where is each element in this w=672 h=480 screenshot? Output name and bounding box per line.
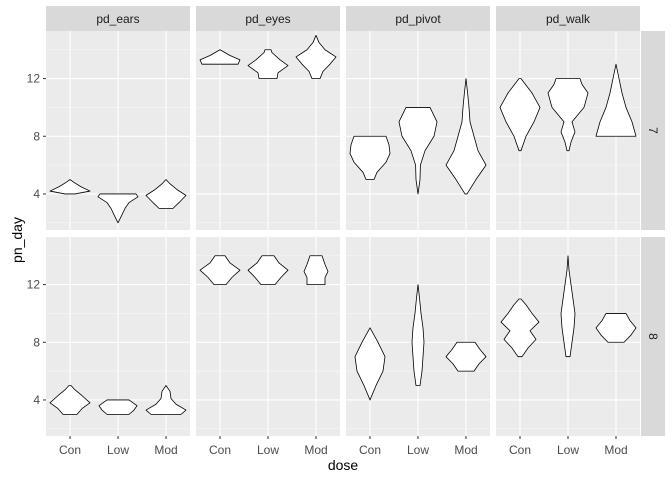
violin-pd_ears-8-Con bbox=[49, 385, 91, 415]
x-tick-label: Con bbox=[509, 443, 531, 457]
violin-pd_pivot-7-Low bbox=[398, 107, 438, 195]
y-tick-label: 4 bbox=[33, 187, 40, 201]
violin-pd_walk-8-Low bbox=[560, 255, 576, 358]
strip-top-pd_eyes bbox=[196, 6, 340, 31]
violin-pd_eyes-8-Low bbox=[247, 255, 289, 285]
violin-pd_pivot-8-Mod bbox=[445, 341, 487, 372]
panels-layer bbox=[46, 31, 640, 436]
strip-label-pd_walk: pd_walk bbox=[546, 12, 591, 26]
x-tick-label: Mod bbox=[304, 443, 327, 457]
violin-pd_ears-7-Con bbox=[49, 179, 91, 195]
x-tick-label: Low bbox=[257, 443, 279, 457]
x-tick-label: Low bbox=[407, 443, 429, 457]
y-axis-title: pn_day bbox=[9, 217, 25, 263]
violin-pd_walk-7-Con bbox=[499, 78, 541, 152]
violin-pd_pivot-7-Con bbox=[349, 135, 391, 180]
x-tick-label: Low bbox=[107, 443, 129, 457]
violin-pd_pivot-7-Mod bbox=[445, 78, 487, 195]
violin-pd_ears-7-Low bbox=[97, 193, 139, 224]
x-tick-label: Mod bbox=[604, 443, 627, 457]
strip-right-7 bbox=[641, 31, 665, 230]
x-axis-title: dose bbox=[328, 457, 359, 473]
violin-pd_walk-8-Con bbox=[500, 298, 540, 358]
x-tick-label: Con bbox=[209, 443, 231, 457]
axes-layer: 4 8 12 4 8 12 Con Low Mod Con Low Mod Con Low Mod Con Lo… bbox=[27, 72, 628, 457]
y-tick-label: 12 bbox=[27, 72, 41, 86]
strip-right-8 bbox=[641, 237, 665, 436]
x-tick-label: Mod bbox=[454, 443, 477, 457]
strip-label-pd_ears: pd_ears bbox=[96, 12, 139, 26]
violin-pd_eyes-7-Low bbox=[247, 49, 289, 79]
violin-pd_walk-8-Mod bbox=[595, 313, 637, 343]
violin-pd_eyes-8-Con bbox=[199, 255, 241, 285]
violin-pd_eyes-8-Mod bbox=[303, 255, 329, 285]
violin-pd_walk-7-Low bbox=[547, 78, 589, 152]
violin-pd_pivot-8-Low bbox=[411, 284, 425, 386]
x-tick-label: Con bbox=[59, 443, 81, 457]
strip-top-pd_pivot bbox=[346, 6, 490, 31]
violin-pd_pivot-8-Con bbox=[354, 327, 386, 401]
strips-layer: pd_ears pd_eyes pd_pivot pd_walk 7 8 bbox=[46, 6, 665, 436]
strip-label-pd_eyes: pd_eyes bbox=[245, 12, 290, 26]
violin-pd_eyes-7-Con bbox=[199, 49, 241, 65]
strip-label-row-8: 8 bbox=[646, 333, 660, 340]
strip-top-pd_ears bbox=[46, 6, 190, 31]
x-tick-label: Mod bbox=[154, 443, 177, 457]
y-tick-label: 8 bbox=[33, 129, 40, 143]
violin-pd_ears-8-Low bbox=[98, 399, 138, 415]
x-tick-label: Con bbox=[359, 443, 381, 457]
x-tick-label: Low bbox=[557, 443, 579, 457]
y-tick-label: 4 bbox=[33, 393, 40, 407]
strip-top-pd_walk bbox=[496, 6, 640, 31]
strip-label-row-7: 7 bbox=[646, 127, 660, 134]
strip-label-pd_pivot: pd_pivot bbox=[395, 12, 441, 26]
violin-pd_eyes-7-Mod bbox=[295, 34, 337, 79]
violin-pd_ears-7-Mod bbox=[145, 179, 187, 209]
violin-pd_walk-7-Mod bbox=[595, 63, 637, 137]
violin-pd_ears-8-Mod bbox=[145, 385, 187, 415]
y-tick-label: 12 bbox=[27, 278, 41, 292]
y-tick-label: 8 bbox=[33, 335, 40, 349]
